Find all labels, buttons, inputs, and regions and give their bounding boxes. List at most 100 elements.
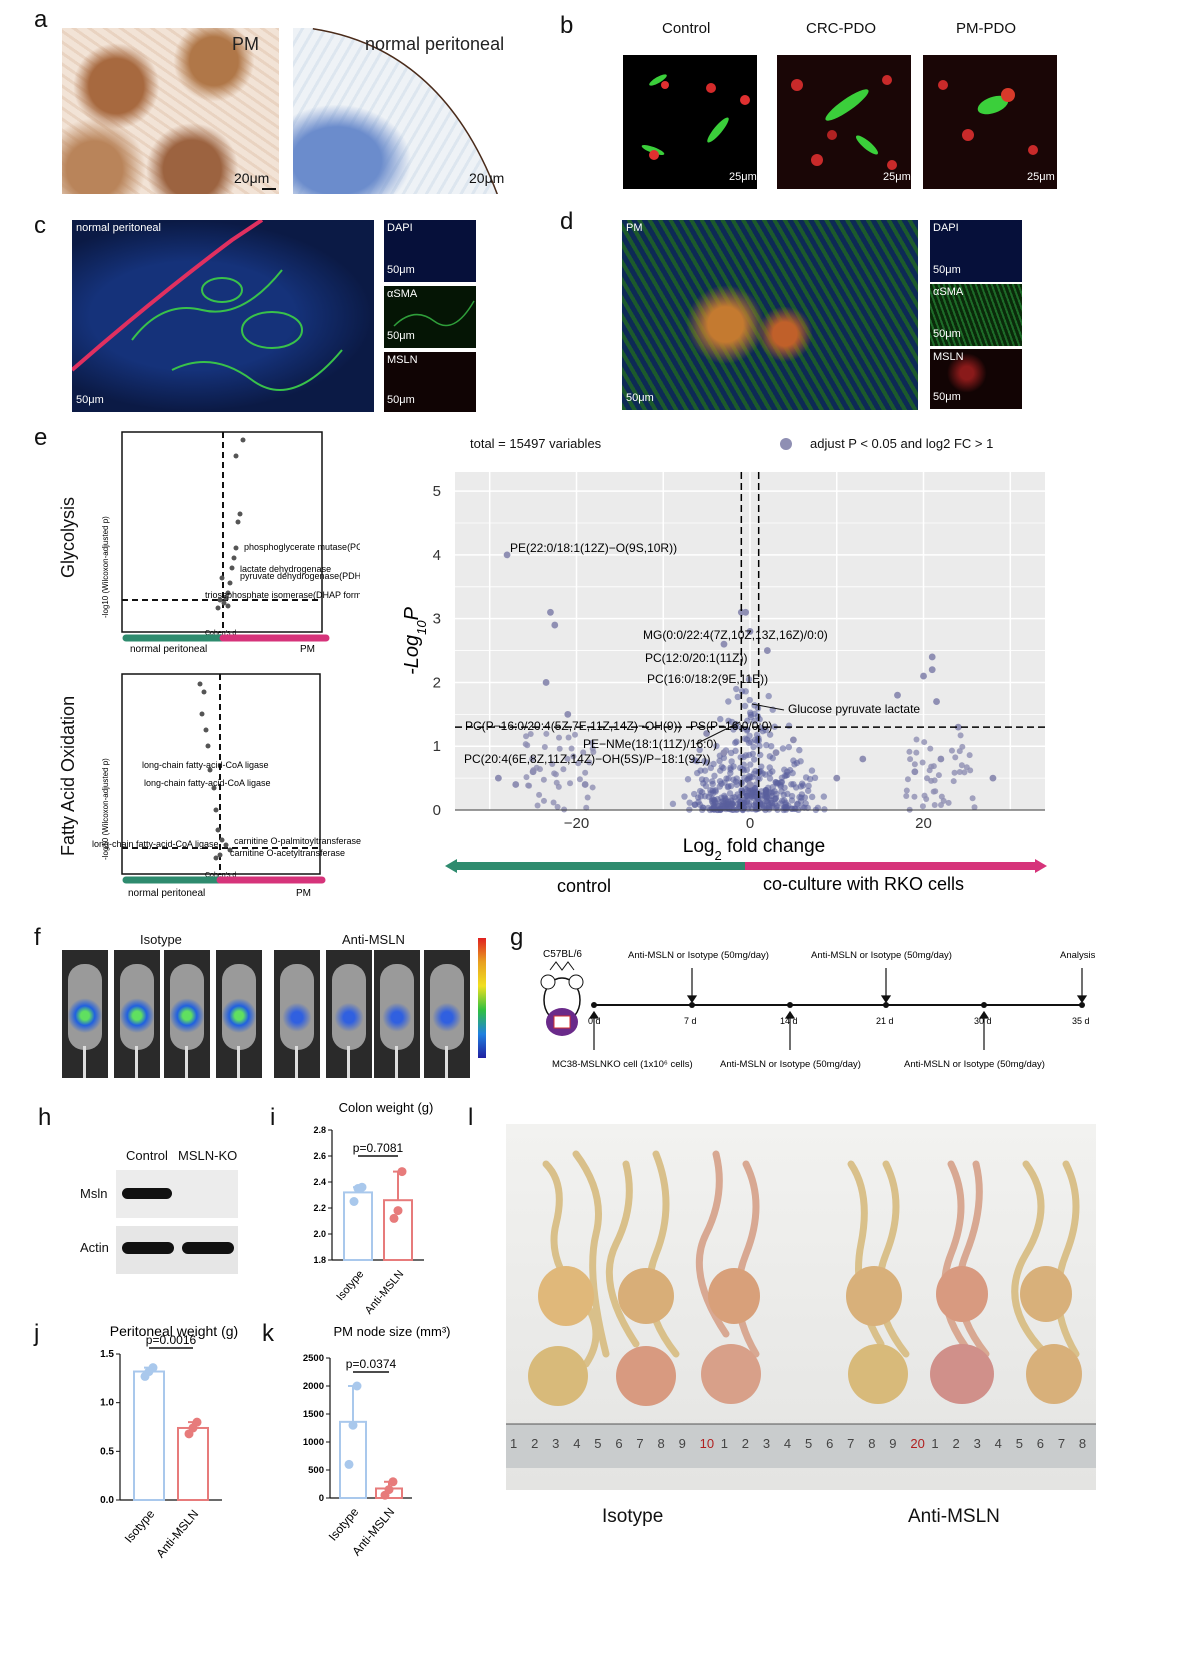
volcano-point — [761, 792, 769, 800]
volcano-point — [700, 780, 707, 787]
volcano-point — [919, 803, 926, 810]
data-point — [357, 1182, 367, 1192]
volcano-point — [572, 731, 579, 738]
p-value-label: p=0.7081 — [353, 1141, 404, 1155]
panel-letter-j: j — [34, 1320, 40, 1347]
volcano-point — [833, 774, 841, 782]
volcano-point — [564, 755, 571, 762]
volcano-point — [771, 788, 778, 795]
ruler-number: 6 — [826, 1436, 834, 1451]
specimen-group-anti: Anti-MSLN — [908, 1506, 1000, 1527]
ruler-number: 4 — [573, 1436, 581, 1451]
timepoint-0: 0 d — [588, 1016, 601, 1026]
panel-letter-f: f — [34, 924, 41, 951]
panel-letter-i: i — [270, 1104, 276, 1131]
volcano-point — [691, 790, 698, 798]
panel-letter-k: k — [262, 1320, 274, 1347]
ruler-number: 2 — [531, 1436, 539, 1451]
glyco-annotation-3: triosephosphate isomerase(DHAP forming) — [205, 590, 360, 600]
volcano-point — [782, 801, 789, 808]
volcano-point — [583, 804, 590, 811]
data-point — [192, 1417, 202, 1427]
fao-ylabel: -log10 (Wilcoxon-adjusted p) — [101, 758, 110, 860]
data-point — [348, 1420, 358, 1430]
data-point — [344, 1459, 354, 1469]
strain-label: C57BL/6 — [543, 949, 582, 960]
ruler-number: 9 — [889, 1436, 897, 1451]
volcano-point — [717, 806, 725, 813]
volcano-point — [778, 778, 786, 786]
y-tick-label: 2.8 — [313, 1125, 326, 1135]
volcano-point — [564, 710, 572, 718]
y-tick-label: 1 — [433, 738, 441, 755]
channel-msln-d: MSLN 50μm — [930, 349, 1022, 409]
ihc-label-pm: PM — [232, 34, 259, 54]
volcano-point — [783, 768, 791, 775]
glyco-ylabel: -log10 (Wilcoxon-adjusted p) — [101, 516, 110, 618]
volcano-point — [727, 769, 734, 777]
volcano-point — [718, 794, 725, 801]
ruler-number: 3 — [552, 1436, 560, 1451]
y-tick-label: 2 — [433, 674, 441, 691]
fluorescence-control: 25μm — [623, 55, 757, 189]
volcano-point — [552, 771, 559, 778]
fao-right-label: PM — [296, 888, 311, 899]
group-label-anti: Anti-MSLN — [342, 932, 405, 947]
volcano-point — [701, 793, 709, 800]
annotation-leader — [751, 703, 785, 711]
volcano-point — [738, 787, 745, 794]
blot-col-control: Control — [126, 1148, 168, 1163]
fao-annotation-0: long-chain fatty-acid-CoA ligase — [142, 760, 269, 770]
volcano-point — [556, 745, 563, 752]
volcano-point — [725, 775, 732, 782]
volcano-point — [748, 805, 756, 813]
volcano-point — [957, 732, 964, 739]
volcano-point — [527, 731, 534, 738]
glycolysis-plot: phosphoglycerate mutase(PGAM) lactate de… — [101, 431, 360, 655]
x-tick-label: 0 — [746, 815, 754, 832]
volcano-direction-arrows: control co-culture with RKO cells — [445, 859, 1047, 896]
ruler-number: 1 — [720, 1436, 728, 1451]
scale-label: 50μm — [933, 328, 961, 340]
y-tick-label: 0.0 — [100, 1495, 114, 1506]
volcano-point — [529, 755, 536, 762]
legend-dot — [780, 438, 792, 450]
volcano-point — [746, 781, 754, 788]
volcano-point — [820, 793, 828, 800]
channel-label: MSLN — [933, 351, 964, 363]
y-tick-label: 0 — [319, 1493, 324, 1504]
volcano-annotation: PC(12:0/20:1(11Z)) — [645, 651, 748, 665]
y-tick-label: 2.0 — [313, 1229, 326, 1239]
volcano-point — [797, 758, 804, 765]
volcano-point — [802, 774, 810, 781]
volcano-point — [570, 753, 577, 760]
volcano-point — [584, 794, 591, 801]
volcano-point — [523, 733, 530, 740]
volcano-point — [958, 762, 965, 769]
fluorescence-pm: 25μm — [923, 55, 1057, 189]
y-tick-label: 2.2 — [313, 1203, 326, 1213]
volcano-point — [821, 806, 828, 813]
scale-label: 20μm — [469, 170, 505, 186]
volcano-point — [710, 760, 717, 768]
volcano-point — [554, 803, 561, 810]
volcano-point — [773, 803, 781, 810]
volcano-point — [503, 551, 511, 559]
volcano-annotation: PE(22:0/18:1(12Z)−O(9S,10R)) — [510, 541, 677, 555]
timepoint-4: 30 d — [974, 1016, 992, 1026]
volcano-point — [756, 742, 763, 750]
if-label: normal peritoneal — [76, 222, 161, 234]
volcano-point — [586, 759, 593, 766]
color-scale-bar — [478, 938, 486, 1058]
volcano-point — [801, 794, 809, 801]
panel-letter-l: l — [468, 1104, 474, 1131]
volcano-point — [733, 738, 740, 745]
volcano-point — [784, 790, 791, 798]
mouse-image — [114, 950, 160, 1078]
fao-xlabel: Cohen's d — [205, 872, 236, 879]
y-tick-label: 2000 — [303, 1381, 324, 1392]
volcano-point — [712, 786, 719, 794]
volcano-point — [704, 759, 711, 766]
volcano-point — [956, 748, 963, 755]
fao-annotation-4: carnitine O-acetyltransferase — [230, 848, 345, 858]
